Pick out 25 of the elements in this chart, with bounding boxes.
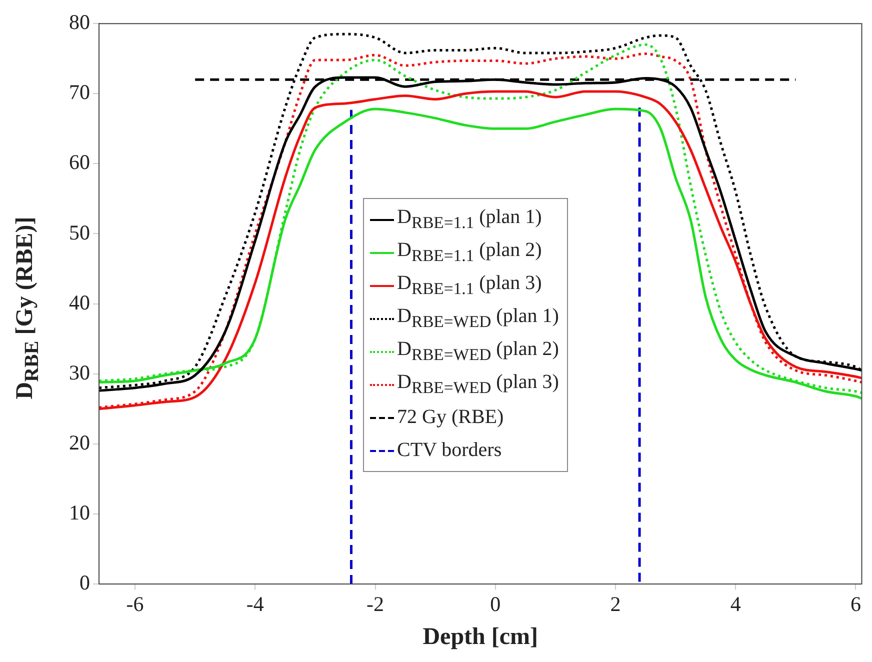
legend-label: D$_{RBE=WED}$ (plan 3) — [397, 371, 559, 398]
x-tick-label: -4 — [246, 592, 264, 616]
x-tick-label: -2 — [366, 592, 384, 616]
x-tick-label: 6 — [850, 592, 861, 616]
legend-label: 72 Gy (RBE) — [397, 406, 504, 429]
legend-label: CTV borders — [397, 439, 502, 462]
x-axis-title: Depth [cm] — [422, 624, 538, 650]
x-tick-label: 2 — [610, 592, 621, 616]
y-tick-label: 20 — [69, 430, 90, 454]
legend-label: D$_{RBE=WED}$ (plan 2) — [397, 338, 559, 365]
y-tick-label: 70 — [69, 80, 90, 104]
y-tick-label: 30 — [69, 360, 90, 384]
x-tick-label: -6 — [126, 592, 144, 616]
legend-label: D$_{RBE=WED}$ (plan 1) — [397, 305, 559, 332]
x-tick-label: 4 — [730, 592, 742, 616]
y-tick-label: 60 — [69, 150, 90, 174]
legend-label: D$_{RBE=1.1}$ (plan 3) — [397, 272, 542, 299]
y-tick-label: 10 — [69, 500, 90, 524]
legend-label: D$_{RBE=1.1}$ (plan 2) — [397, 239, 542, 266]
y-tick-label: 0 — [80, 570, 90, 595]
y-tick-label: 40 — [69, 290, 90, 314]
y-tick-label: 80 — [69, 10, 90, 34]
legend-label: D$_{RBE=1.1}$ (plan 1) — [397, 206, 542, 233]
y-tick-label: 50 — [69, 220, 90, 244]
x-tick-label: 0 — [490, 592, 501, 616]
